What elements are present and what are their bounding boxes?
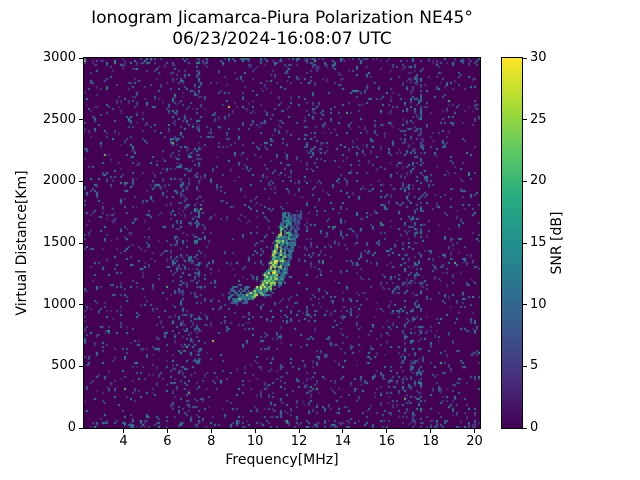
colorbar-tick [523,304,527,306]
y-tick [79,427,83,429]
colorbar-tick-label: 0 [530,420,539,435]
x-tick [122,429,124,433]
x-tick-label: 8 [207,434,216,449]
y-tick-label: 2000 [42,173,76,189]
x-axis-label: Frequency[MHz] [225,452,339,468]
y-tick-label: 1000 [42,296,76,312]
x-tick [210,429,212,433]
colorbar-tick-label: 25 [530,111,547,127]
chart-title: Ionogram Jicamarca-Piura Polarization NE… [91,8,473,28]
colorbar-tick [523,180,527,182]
x-tick [166,429,168,433]
x-tick [430,429,432,433]
colorbar-tick [523,119,527,121]
plot-area [83,57,481,429]
colorbar-label: SNR [dB] [549,211,565,275]
colorbar-tick-label: 30 [530,50,547,65]
y-tick [79,365,83,367]
x-tick-label: 14 [334,434,352,449]
x-tick [386,429,388,433]
colorbar-tick [523,57,527,59]
x-tick-label: 4 [119,434,128,449]
x-tick [254,429,256,433]
heatmap-canvas [84,58,480,428]
x-tick-label: 18 [422,434,439,449]
colorbar-tick [523,242,527,244]
y-tick-label: 0 [67,420,76,435]
colorbar-canvas [502,58,522,428]
colorbar-tick-label: 5 [530,358,539,374]
x-tick-label: 20 [466,434,483,449]
y-tick [79,304,83,306]
colorbar-tick-label: 15 [530,235,547,250]
y-tick [79,57,83,59]
y-tick-label: 2500 [42,111,76,127]
x-tick [474,429,475,433]
colorbar-tick [523,365,527,367]
y-tick [79,119,83,121]
colorbar-tick-label: 20 [530,173,547,189]
y-tick-label: 1500 [42,235,76,250]
x-tick [342,429,344,433]
x-tick-label: 16 [378,434,396,449]
x-tick-label: 6 [163,434,172,449]
colorbar-tick-label: 10 [530,296,547,312]
x-tick-label: 12 [290,434,308,449]
colorbar [501,57,523,429]
y-tick [79,242,83,244]
y-tick-label: 500 [51,358,76,374]
y-tick-label: 3000 [42,50,76,65]
x-tick [298,429,300,433]
x-tick-label: 10 [246,434,264,449]
chart-subtitle: 06/23/2024-16:08:07 UTC [172,29,392,49]
chart-title-block: Ionogram Jicamarca-Piura Polarization NE… [64,8,500,50]
colorbar-tick [523,427,527,429]
y-tick [79,180,83,182]
